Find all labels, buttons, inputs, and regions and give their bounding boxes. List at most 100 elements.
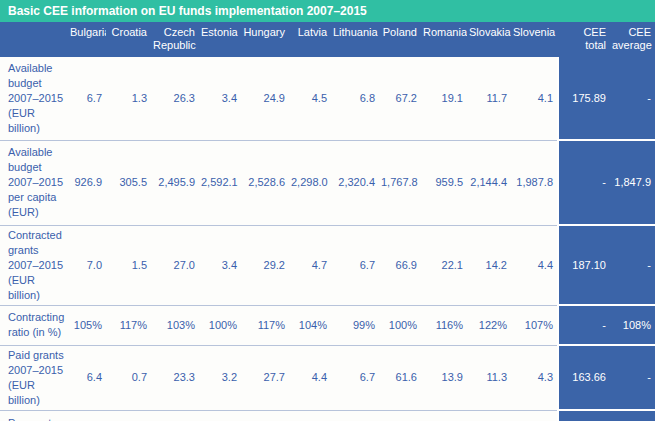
column-header: Poland bbox=[379, 22, 421, 57]
data-cell: 7.0 bbox=[68, 225, 106, 305]
column-header: Bulgaria bbox=[68, 22, 106, 57]
cee-total-cell: - bbox=[558, 410, 610, 421]
column-header: Estonia bbox=[199, 22, 241, 57]
table-title-bar: Basic CEE information on EU funds implem… bbox=[0, 0, 655, 22]
data-cell: 305.5 bbox=[106, 140, 151, 225]
data-cell: 4.4 bbox=[511, 225, 558, 305]
data-cell: 73% bbox=[421, 410, 467, 421]
table-row: Available budget 2007–2015 per capita (E… bbox=[0, 140, 655, 225]
row-label: Available budget 2007–2015 (EUR billion) bbox=[0, 57, 68, 140]
data-cell: 6.7 bbox=[68, 57, 106, 140]
cee-average-cell: - bbox=[610, 225, 655, 305]
column-header: Slovakia bbox=[467, 22, 511, 57]
data-cell: 1,987.8 bbox=[511, 140, 558, 225]
data-cell: 26.3 bbox=[151, 57, 199, 140]
data-cell: 0.7 bbox=[106, 345, 151, 410]
data-cell: 99% bbox=[331, 410, 379, 421]
data-cell: 3.4 bbox=[199, 57, 241, 140]
cee-average-cell: 92% bbox=[610, 410, 655, 421]
data-cell: 4.4 bbox=[289, 345, 331, 410]
data-cell: 104% bbox=[289, 305, 331, 345]
data-cell: 105% bbox=[511, 410, 558, 421]
data-cell: 14.2 bbox=[467, 225, 511, 305]
data-cell: 117% bbox=[106, 305, 151, 345]
page-title: Basic CEE information on EU funds implem… bbox=[8, 4, 367, 18]
data-cell: 959.5 bbox=[421, 140, 467, 225]
data-cell: 19.1 bbox=[421, 57, 467, 140]
data-cell: 100% bbox=[199, 305, 241, 345]
data-cell: 100% bbox=[379, 305, 421, 345]
table-row: Payment ratio (in%)95%57%89%95%111%97%99… bbox=[0, 410, 655, 421]
column-header: Lithuania bbox=[331, 22, 379, 57]
data-cell: 3.2 bbox=[199, 345, 241, 410]
data-cell: 67.2 bbox=[379, 57, 421, 140]
data-cell: 95% bbox=[199, 410, 241, 421]
data-cell: 107% bbox=[511, 305, 558, 345]
column-header: CEE total bbox=[558, 22, 610, 57]
cee-total-cell: 163.66 bbox=[558, 345, 610, 410]
data-cell: 105% bbox=[68, 305, 106, 345]
data-cell: 97% bbox=[289, 410, 331, 421]
eu-funds-table: BulgariaCroatiaCzech RepublicEstoniaHung… bbox=[0, 22, 655, 421]
cee-total-cell: - bbox=[558, 140, 610, 225]
data-cell: 2,495.9 bbox=[151, 140, 199, 225]
data-cell: 27.0 bbox=[151, 225, 199, 305]
column-header: Romania bbox=[421, 22, 467, 57]
data-cell: 6.7 bbox=[331, 345, 379, 410]
data-cell: 3.4 bbox=[199, 225, 241, 305]
data-cell: 99% bbox=[331, 305, 379, 345]
column-header: Latvia bbox=[289, 22, 331, 57]
table-row: Contracted grants 2007–2015 (EUR billion… bbox=[0, 225, 655, 305]
table-row: Available budget 2007–2015 (EUR billion)… bbox=[0, 57, 655, 140]
data-cell: 116% bbox=[421, 305, 467, 345]
column-header: Czech Republic bbox=[151, 22, 199, 57]
header-row: BulgariaCroatiaCzech RepublicEstoniaHung… bbox=[0, 22, 655, 57]
data-cell: 2,144.4 bbox=[467, 140, 511, 225]
table-body: Available budget 2007–2015 (EUR billion)… bbox=[0, 57, 655, 421]
cee-average-cell: - bbox=[610, 57, 655, 140]
data-cell: 24.9 bbox=[241, 57, 289, 140]
data-cell: 4.3 bbox=[511, 345, 558, 410]
cee-total-cell: 175.89 bbox=[558, 57, 610, 140]
data-cell: 11.3 bbox=[467, 345, 511, 410]
data-cell: 2,298.0 bbox=[289, 140, 331, 225]
data-cell: 103% bbox=[151, 305, 199, 345]
data-cell: 22.1 bbox=[421, 225, 467, 305]
data-cell: 92% bbox=[379, 410, 421, 421]
data-cell: 97% bbox=[467, 410, 511, 421]
data-cell: 13.9 bbox=[421, 345, 467, 410]
data-cell: 27.7 bbox=[241, 345, 289, 410]
data-cell: 2,320.4 bbox=[331, 140, 379, 225]
table-header: BulgariaCroatiaCzech RepublicEstoniaHung… bbox=[0, 22, 655, 57]
data-cell: 1.5 bbox=[106, 225, 151, 305]
column-header: Hungary bbox=[241, 22, 289, 57]
data-cell: 926.9 bbox=[68, 140, 106, 225]
row-label: Contracting ratio (in %) bbox=[0, 305, 68, 345]
data-cell: 122% bbox=[467, 305, 511, 345]
column-header: Slovenia bbox=[511, 22, 558, 57]
data-cell: 95% bbox=[68, 410, 106, 421]
data-cell: 89% bbox=[151, 410, 199, 421]
data-cell: 6.4 bbox=[68, 345, 106, 410]
row-label: Payment ratio (in%) bbox=[0, 410, 68, 421]
row-label: Paid grants 2007–2015 (EUR billion) bbox=[0, 345, 68, 410]
data-cell: 2,528.6 bbox=[241, 140, 289, 225]
data-cell: 111% bbox=[241, 410, 289, 421]
data-cell: 61.6 bbox=[379, 345, 421, 410]
row-label: Contracted grants 2007–2015 (EUR billion… bbox=[0, 225, 68, 305]
table-row: Contracting ratio (in %)105%117%103%100%… bbox=[0, 305, 655, 345]
column-header: CEE average bbox=[610, 22, 655, 57]
data-cell: 29.2 bbox=[241, 225, 289, 305]
column-header: Croatia bbox=[106, 22, 151, 57]
cee-total-cell: 187.10 bbox=[558, 225, 610, 305]
table-row: Paid grants 2007–2015 (EUR billion)6.40.… bbox=[0, 345, 655, 410]
data-cell: 2,592.1 bbox=[199, 140, 241, 225]
data-cell: 4.1 bbox=[511, 57, 558, 140]
cee-average-cell: 108% bbox=[610, 305, 655, 345]
data-cell: 23.3 bbox=[151, 345, 199, 410]
cee-total-cell: - bbox=[558, 305, 610, 345]
data-cell: 4.7 bbox=[289, 225, 331, 305]
data-cell: 11.7 bbox=[467, 57, 511, 140]
report-table-page: Basic CEE information on EU funds implem… bbox=[0, 0, 655, 421]
cee-average-cell: - bbox=[610, 345, 655, 410]
